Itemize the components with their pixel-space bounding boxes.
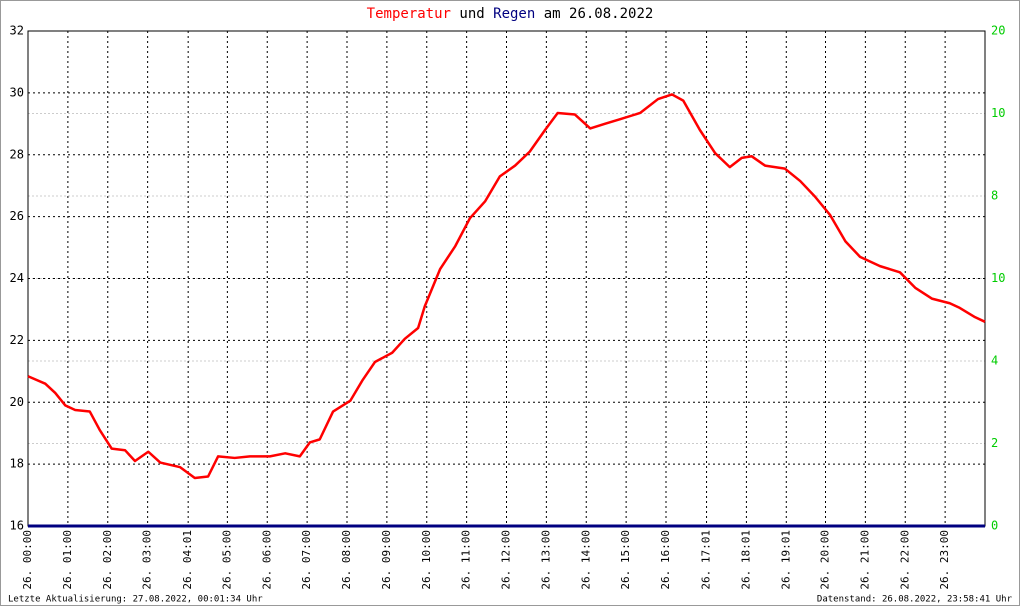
x-tick-label: 26. 21:00 <box>858 530 871 590</box>
y-tick-label: 26 <box>10 209 24 223</box>
x-tick-label: 26. 02:00 <box>101 530 114 590</box>
y-tick-label: 20 <box>10 395 24 409</box>
x-tick-label: 26. 16:00 <box>659 530 672 590</box>
x-tick-label: 26. 23:00 <box>938 530 951 590</box>
x-tick-label: 26. 06:00 <box>260 530 273 590</box>
y-tick-label: 16 <box>10 519 24 533</box>
x-tick-label: 26. 10:00 <box>420 530 433 590</box>
x-tick-label: 26. 03:00 <box>141 530 154 590</box>
y-tick-label: 32 <box>10 24 24 38</box>
x-tick-label: 26. 13:00 <box>539 530 552 590</box>
y2-tick-label: 20 <box>991 24 1005 38</box>
y2-tick-label: 10 <box>991 106 1005 120</box>
x-tick-label: 26. 18:01 <box>739 530 752 590</box>
title-date: am 26.08.2022 <box>544 6 654 22</box>
x-tick-label: 26. 17:01 <box>700 530 713 590</box>
title-rain: Regen <box>493 6 535 22</box>
series-line <box>27 93 986 480</box>
y-tick-label: 28 <box>10 147 24 161</box>
x-tick-label: 26. 20:00 <box>819 530 832 590</box>
x-tick-label: 26. 14:00 <box>579 530 592 590</box>
y2-tick-label: 0 <box>991 519 998 533</box>
x-tick-label: 26. 19:01 <box>779 530 792 590</box>
title-joiner: und <box>459 6 484 22</box>
y2-tick-label: 10 <box>991 271 1005 285</box>
y-tick-label: 30 <box>10 85 24 99</box>
x-tick-label: 26. 15:00 <box>619 530 632 590</box>
x-tick-label: 26. 01:00 <box>61 530 74 590</box>
x-tick-label: 26. 04:01 <box>181 530 194 590</box>
y-tick-label: 24 <box>10 271 24 285</box>
x-tick-label: 26. 09:00 <box>380 530 393 590</box>
footer-left: Letzte Aktualisierung: 27.08.2022, 00:01… <box>8 595 263 605</box>
y2-tick-label: 8 <box>991 189 998 203</box>
x-tick-label: 26. 05:00 <box>220 530 233 590</box>
y-tick-label: 22 <box>10 333 24 347</box>
y2-tick-label: 2 <box>991 436 998 450</box>
y2-tick-label: 4 <box>991 354 998 368</box>
x-tick-label: 26. 00:00 <box>21 530 34 590</box>
title-temperature: Temperatur <box>367 6 451 22</box>
x-tick-label: 26. 11:00 <box>460 530 473 590</box>
x-tick-label: 26. 07:00 <box>300 530 313 590</box>
x-tick-label: 26. 12:00 <box>500 530 513 590</box>
x-tick-label: 26. 08:00 <box>340 530 353 590</box>
chart-title: Temperatur und Regen am 26.08.2022 <box>367 6 654 22</box>
footer-right: Datenstand: 26.08.2022, 23:58:41 Uhr <box>817 595 1013 605</box>
x-tick-label: 26. 22:00 <box>898 530 911 590</box>
y-tick-label: 18 <box>10 457 24 471</box>
